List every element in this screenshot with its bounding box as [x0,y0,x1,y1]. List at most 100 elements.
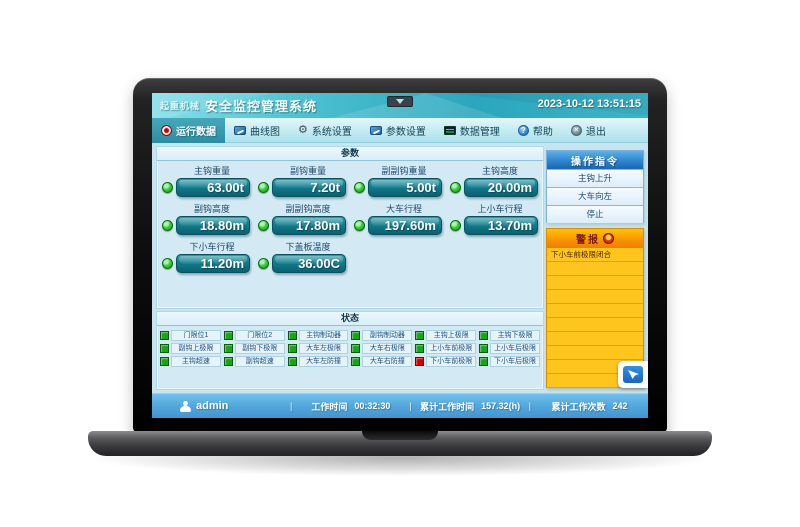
status-cell: 主钩超速 [160,356,221,367]
status-cell: 下小车前极限 [415,356,477,367]
status-led-square [223,331,233,340]
status-label: 上小车前极限 [426,343,477,354]
gear-icon: ⚙ [298,123,308,136]
parameters-grid: 主钩重量 63.00t 副钩重量 7.20t 副副钩重量 5.00t 主钩高度 20.00m 副… [157,161,543,277]
status-label: 副钩制动器 [362,330,413,341]
status-label: 大车左极限 [298,343,349,354]
status-cell: 门限位1 [160,330,221,341]
status-led-square [287,357,297,366]
status-led-square [479,357,489,366]
parameter-value-box: 7.20t [272,178,346,197]
collapse-button[interactable] [387,96,413,107]
alarm-empty-row [547,262,643,276]
parameter-value-box: 18.80m [176,216,250,235]
parameter-label: 下盖板温度 [285,242,331,252]
green-led-indicator [258,258,269,269]
bottom-statusbar: admin | 工作时间 00:32:30 | 累计工作时间 157.32(h)… [152,393,648,418]
tab-data-management[interactable]: 数据管理 [435,118,509,143]
parameter-value-box: 5.00t [368,178,442,197]
parameter-value: 20.00m [487,180,532,195]
status-label: 下小车后极限 [490,356,540,367]
parameter-value: 197.60m [384,218,436,233]
parameter-label: 副钩重量 [289,166,326,176]
tab-help[interactable]: ? 帮助 [509,118,562,143]
alarm-empty-row [547,290,643,304]
status-label: 主钩上极限 [426,330,477,341]
record-icon [161,124,172,136]
status-led-square [415,357,425,366]
status-cell: 大车右极限 [351,343,413,354]
parameter-cell: 上小车行程 13.70m [450,203,538,235]
parameter-label: 下小车行程 [189,242,235,252]
work-time-label: 工作时间 [311,401,348,412]
fab-badge [623,366,643,383]
green-led-indicator [354,220,365,231]
tab-system-settings[interactable]: ⚙ 系统设置 [289,118,361,143]
work-time-group: 工作时间 00:32:30 [292,400,409,413]
username: admin [196,400,229,412]
green-led-indicator [258,220,269,231]
status-led-square [160,331,169,340]
toolbar: 运行数据 曲线图 ⚙ 系统设置 参数设置 数据管理 ? 帮助 [152,117,648,143]
status-label: 门限位1 [171,330,221,341]
parameter-cell: 主钩重量 63.00t [162,165,250,197]
parameter-cell: 下盖板温度 36.00C [258,241,346,273]
operation-commands-title: 操作指令 [547,151,643,169]
status-led-square [479,331,489,340]
separator: | [409,401,412,411]
command-stop[interactable]: 停止 [547,205,643,223]
operation-commands-panel: 操作指令 主钩上升 大车向左 停止 [546,150,644,223]
tab-exit[interactable]: ✕ 退出 [562,118,615,143]
alarm-panel-header: 警报 [547,229,643,248]
status-led-square [160,344,169,353]
alarm-bell-icon [603,233,614,244]
status-cell: 主钩上极限 [415,330,477,341]
work-time-value: 00:32:30 [354,401,391,411]
alarm-empty-row [547,276,643,290]
status-label: 大车右防撞 [362,356,413,367]
parameter-value: 17.80m [295,218,340,233]
command-main-hook-up[interactable]: 主钩上升 [547,169,643,187]
total-count-value: 242 [612,401,628,411]
floating-action-button[interactable] [618,361,648,388]
parameter-value-box: 17.80m [272,216,346,235]
database-icon [443,125,456,135]
status-label: 副钩上极限 [171,343,221,354]
status-cell: 下小车后极限 [479,356,540,367]
parameter-label: 大车行程 [385,204,422,214]
status-cell: 主钩下极限 [479,330,540,341]
parameter-value-box: 36.00C [272,254,346,273]
alarm-empty-row [547,304,643,318]
tab-parameter-settings[interactable]: 参数设置 [361,118,435,143]
parameters-panel-title: 参数 [157,147,543,161]
tab-label: 帮助 [532,126,553,138]
parameter-value: 63.00t [207,180,244,195]
parameter-cell: 下小车行程 11.20m [162,241,250,273]
parameter-label: 上小车行程 [477,204,523,214]
total-work-count-group: 累计工作次数 242 [531,400,648,413]
parameter-cell: 副钩高度 18.80m [162,203,250,235]
parameter-value-box: 20.00m [464,178,538,197]
alarm-entry: 下小车前极限闭合 [547,248,643,262]
parameter-label: 副副钩高度 [285,204,331,214]
status-led-square [160,357,169,366]
green-led-indicator [450,220,461,231]
chevron-down-icon [396,99,404,104]
cursor-arrow-icon [628,370,639,379]
total-time-value: 157.32(h) [481,401,521,411]
tab-run-data[interactable]: 运行数据 [152,117,225,143]
tab-curve-chart[interactable]: 曲线图 [225,118,289,143]
alarm-empty-row [547,346,643,360]
tab-label: 运行数据 [176,126,216,138]
laptop-lid-notch [362,431,438,440]
status-label: 大车右极限 [362,343,413,354]
command-cart-left[interactable]: 大车向左 [547,187,643,205]
laptop-base [88,431,712,456]
exit-icon: ✕ [570,124,582,136]
status-cell: 上小车前极限 [415,343,477,354]
green-led-indicator [162,258,173,269]
status-grid: 门限位1 门限位2 主钩制动器 副钩制动器 主钩上极限 主钩下极限 副钩上极限 副钩下极限 大车… [157,326,543,371]
parameters-panel: 参数 主钩重量 63.00t 副钩重量 7.20t 副副钩重量 5.00t 主钩高度 20.0… [156,146,544,309]
status-led-square [351,357,361,366]
green-led-indicator [354,182,365,193]
